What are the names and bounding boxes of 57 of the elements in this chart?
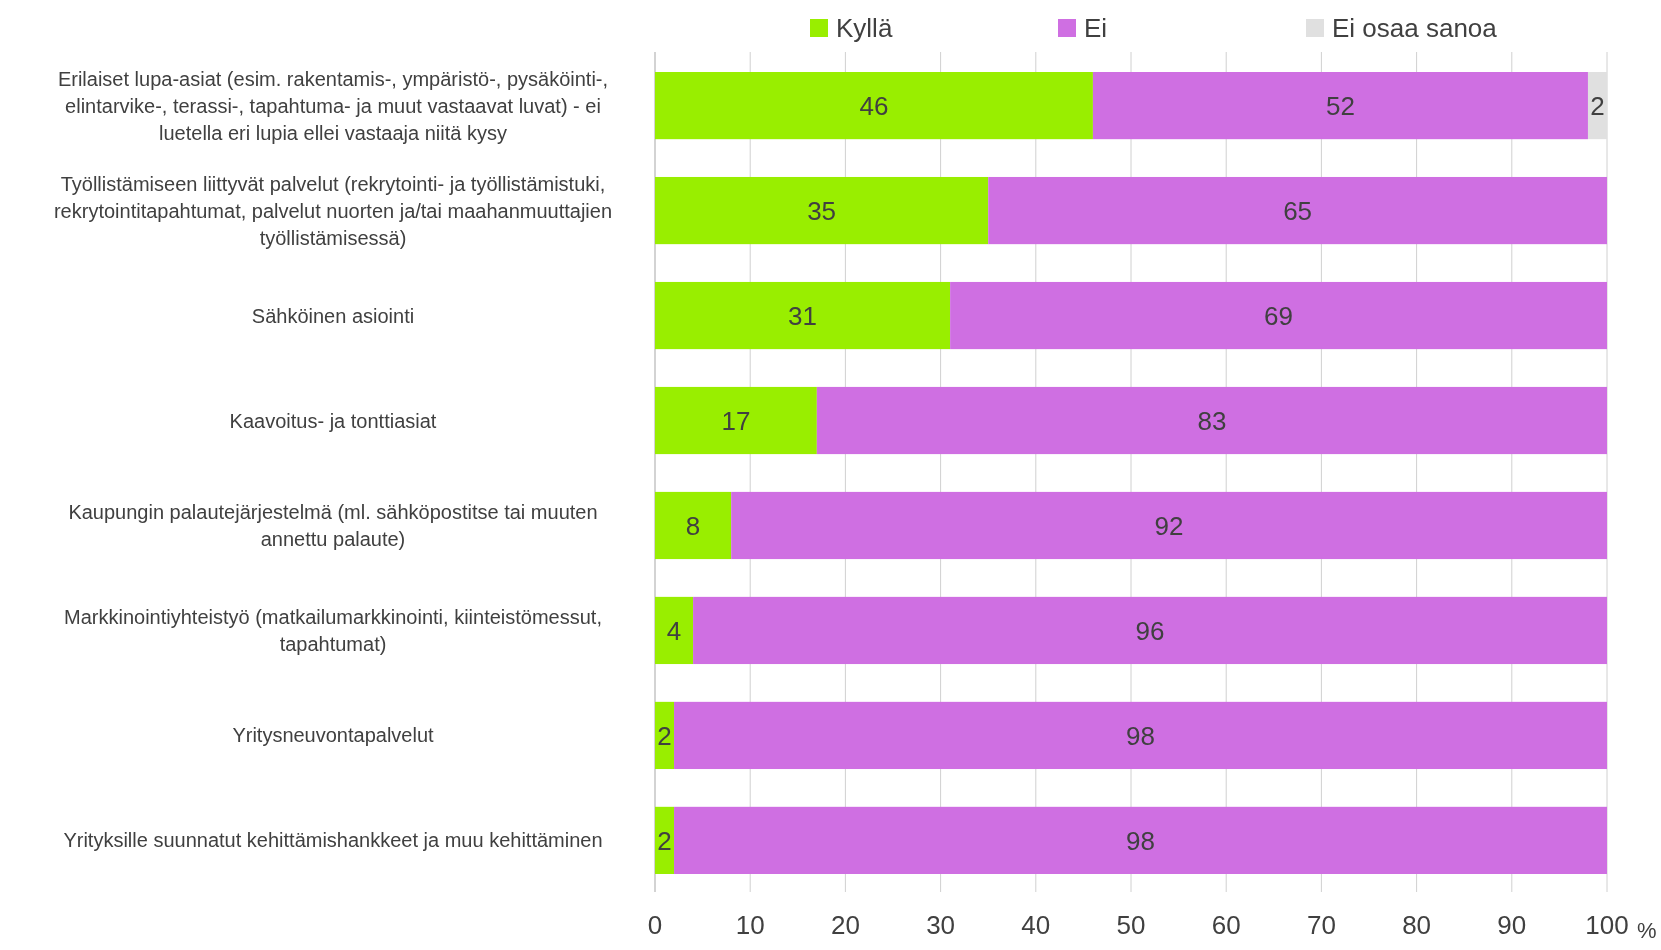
y-tick-label: Kaavoitus- ja tonttiasiat <box>229 409 437 432</box>
bar <box>816 386 1607 455</box>
y-tick-label: Työllistämiseen liittyvät palvelut (rekrytointi- ja työllistämistuki, rekrytointitapahtumat, palvelut nuorten ja/tai maahanmuuttajien työllistämisessä) <box>53 172 613 249</box>
data-label: 35 <box>807 195 837 226</box>
x-tick-label: 0 <box>647 910 663 940</box>
bar <box>693 596 1607 665</box>
x-tick-label: 100 <box>1585 910 1629 940</box>
data-label: 2 <box>1590 90 1605 121</box>
bar <box>950 281 1607 350</box>
x-tick-label: 50 <box>1116 910 1146 940</box>
x-tick-label: 70 <box>1306 910 1336 940</box>
bar <box>655 596 694 665</box>
data-label: 2 <box>657 825 672 856</box>
data-label: 17 <box>721 405 751 436</box>
data-label: 83 <box>1197 405 1227 436</box>
legend-label: Kyllä <box>836 13 893 44</box>
y-tick-label: Markkinointiyhteistyö (matkailumarkkinointi, kiinteistömessut, tapahtumat) <box>64 605 602 655</box>
data-label: 92 <box>1154 510 1184 541</box>
data-label: 96 <box>1135 615 1165 646</box>
bar <box>674 806 1607 874</box>
bar <box>655 701 675 770</box>
bar <box>655 491 732 560</box>
bar <box>674 701 1607 770</box>
bar <box>731 491 1607 560</box>
x-axis-title: % <box>1637 918 1657 943</box>
x-tick-label: 20 <box>830 910 860 940</box>
data-label: 69 <box>1264 300 1294 331</box>
legend-label: Ei osaa sanoa <box>1332 13 1498 44</box>
bar <box>655 806 675 874</box>
x-tick-label: 90 <box>1497 910 1527 940</box>
data-label: 98 <box>1126 825 1155 856</box>
data-label: 46 <box>859 90 889 121</box>
x-tick-label: 10 <box>735 910 765 940</box>
legend-label: Ei <box>1084 13 1108 44</box>
x-tick-label: 30 <box>926 910 956 940</box>
bar <box>655 281 951 350</box>
y-tick-label: Kaupungin palautejärjestelmä (ml. sähköpostitse tai muuten annettu palaute) <box>68 500 598 550</box>
y-tick-label: Erilaiset lupa-asiat (esim. rakentamis-, ympäristö-, pysäköinti-, elintarvike-, terassi-, tapahtuma- ja muut vastaavat luvat) - ei luetella eri lupia ellei vastaaja niitä kysy <box>57 67 609 144</box>
bar <box>1587 72 1607 140</box>
x-tick-label: 80 <box>1402 910 1432 940</box>
x-tick-label: 60 <box>1211 910 1241 940</box>
y-tick-label: Yrityksille suunnatut kehittämishankkeet ja muu kehittäminen <box>63 829 603 852</box>
x-tick-label: 40 <box>1021 910 1051 940</box>
bar <box>1092 72 1588 140</box>
data-label: 65 <box>1283 195 1313 226</box>
data-label: 31 <box>788 300 818 331</box>
bar <box>988 176 1607 245</box>
y-tick-label: Yritysneuvontapalvelut <box>232 724 435 747</box>
data-label: 4 <box>666 615 682 646</box>
data-label: 2 <box>657 720 672 751</box>
y-tick-label: Sähköinen asiointi <box>251 304 415 327</box>
bar <box>655 72 1093 140</box>
bar <box>655 176 989 245</box>
data-label: 52 <box>1325 90 1355 121</box>
data-label: 98 <box>1126 720 1155 751</box>
bar <box>655 386 817 455</box>
data-label: 8 <box>685 510 701 541</box>
